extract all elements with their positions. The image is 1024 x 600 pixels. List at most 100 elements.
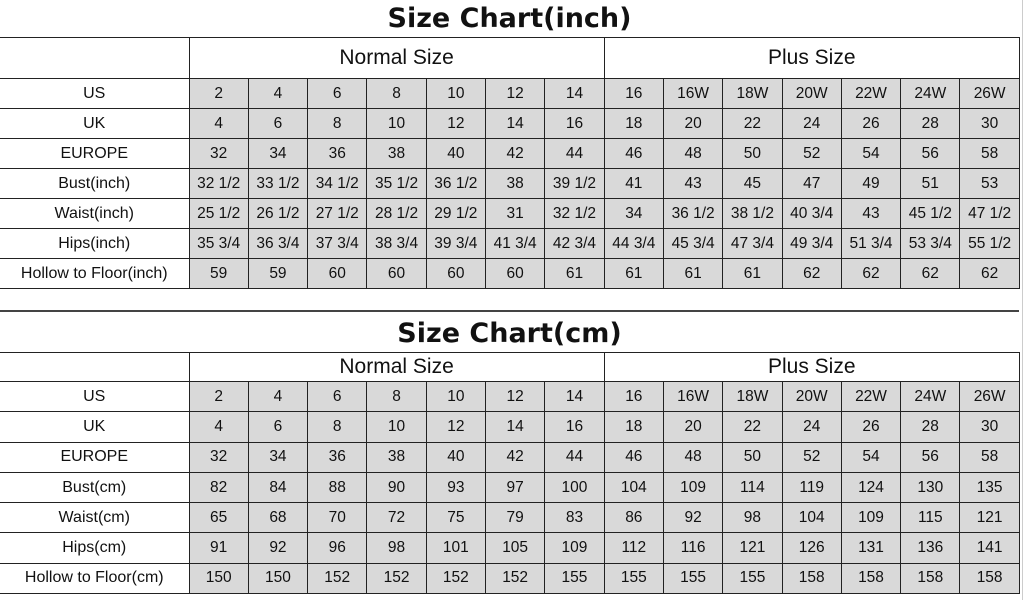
size-cell: 18W bbox=[722, 78, 783, 109]
plus-size-header: Plus Size bbox=[603, 37, 1020, 79]
size-cell: 6 bbox=[247, 411, 309, 443]
size-cell: 136 bbox=[900, 532, 961, 564]
size-cell: 26 1/2 bbox=[247, 198, 309, 229]
size-cell: 2 bbox=[188, 380, 249, 413]
size-cell: 104 bbox=[603, 471, 664, 504]
size-cell: 24 bbox=[781, 108, 842, 139]
size-cell: 32 1/2 bbox=[188, 168, 249, 199]
size-cell: 126 bbox=[781, 532, 842, 564]
size-cell: 150 bbox=[188, 562, 249, 595]
size-cell: 49 3/4 bbox=[781, 228, 842, 259]
cm-size-table: Normal Size Plus Size US 2 4 6 8 10 12 14 16 16W 18W… bbox=[0, 352, 1020, 595]
size-cell: 60 bbox=[425, 258, 486, 289]
size-cell: 97 bbox=[484, 471, 546, 504]
size-cell: 34 bbox=[247, 441, 309, 473]
size-cell: 6 bbox=[247, 108, 309, 139]
size-cell: 50 bbox=[722, 138, 783, 169]
size-cell: 121 bbox=[722, 532, 783, 564]
size-cell: 60 bbox=[484, 258, 546, 289]
size-cell: 30 bbox=[959, 108, 1020, 139]
size-cell: 18 bbox=[603, 108, 664, 139]
size-cell: 24 bbox=[781, 411, 842, 443]
size-cell: 37 3/4 bbox=[307, 228, 368, 259]
row-label: Hollow to Floor(inch) bbox=[0, 258, 190, 289]
size-cell: 135 bbox=[959, 471, 1020, 504]
row-label: EUROPE bbox=[0, 138, 190, 169]
size-cell: 98 bbox=[722, 502, 783, 534]
table-row: Waist(inch) 25 1/2 26 1/2 27 1/2 28 1/2 29 1/… bbox=[0, 198, 1020, 229]
size-cell: 26 bbox=[840, 411, 902, 443]
size-cell: 45 3/4 bbox=[662, 228, 724, 259]
size-cell: 68 bbox=[247, 502, 309, 534]
size-cell: 62 bbox=[959, 258, 1020, 289]
size-cell: 55 1/2 bbox=[959, 228, 1020, 259]
size-cell: 83 bbox=[544, 502, 605, 534]
size-cell: 18 bbox=[603, 411, 664, 443]
size-cell: 20W bbox=[781, 380, 842, 413]
size-cell: 90 bbox=[366, 471, 427, 504]
size-cell: 84 bbox=[247, 471, 309, 504]
size-cell: 8 bbox=[366, 78, 427, 109]
size-cell: 155 bbox=[722, 562, 783, 595]
size-cell: 96 bbox=[307, 532, 368, 564]
size-cell: 4 bbox=[188, 108, 249, 139]
size-cell: 34 1/2 bbox=[307, 168, 368, 199]
cm-chart-title: Size Chart(cm) bbox=[0, 310, 1019, 354]
size-cell: 22W bbox=[840, 78, 902, 109]
size-cell: 104 bbox=[781, 502, 842, 534]
size-cell: 61 bbox=[722, 258, 783, 289]
size-cell: 34 bbox=[247, 138, 309, 169]
size-cell: 101 bbox=[425, 532, 486, 564]
size-cell: 40 3/4 bbox=[781, 198, 842, 229]
row-label: US bbox=[0, 380, 190, 413]
size-cell: 26W bbox=[959, 380, 1020, 413]
size-cell: 12 bbox=[425, 108, 486, 139]
size-cell: 36 bbox=[307, 441, 368, 473]
size-cell: 42 bbox=[484, 138, 546, 169]
plus-size-header: Plus Size bbox=[603, 352, 1020, 382]
size-cell: 124 bbox=[840, 471, 902, 504]
size-cell: 61 bbox=[662, 258, 724, 289]
size-cell: 60 bbox=[307, 258, 368, 289]
row-label: Waist(inch) bbox=[0, 198, 190, 229]
size-cell: 45 1/2 bbox=[900, 198, 961, 229]
size-cell: 10 bbox=[425, 380, 486, 413]
size-cell: 28 bbox=[900, 411, 961, 443]
size-cell: 48 bbox=[662, 138, 724, 169]
size-cell: 6 bbox=[307, 380, 368, 413]
size-cell: 50 bbox=[722, 441, 783, 473]
size-cell: 62 bbox=[840, 258, 902, 289]
size-cell: 10 bbox=[366, 108, 427, 139]
row-label: Hollow to Floor(cm) bbox=[0, 562, 190, 595]
size-cell: 119 bbox=[781, 471, 842, 504]
row-label: Hips(inch) bbox=[0, 228, 190, 259]
row-label: EUROPE bbox=[0, 441, 190, 473]
size-cell: 51 bbox=[900, 168, 961, 199]
table-row: US 2 4 6 8 10 12 14 16 16W 18W 20W 22W 24W 26W bbox=[0, 78, 1020, 109]
table-row: EUROPE 32 34 36 38 40 42 44 46 48 50 52 54 56 58 bbox=[0, 441, 1020, 473]
size-cell: 52 bbox=[781, 441, 842, 473]
table-row: EUROPE 32 34 36 38 40 42 44 46 48 50 52 54 56 58 bbox=[0, 138, 1020, 169]
size-cell: 75 bbox=[425, 502, 486, 534]
size-cell: 14 bbox=[544, 78, 605, 109]
size-cell: 46 bbox=[603, 138, 664, 169]
size-cell: 48 bbox=[662, 441, 724, 473]
size-cell: 98 bbox=[366, 532, 427, 564]
size-cell: 158 bbox=[781, 562, 842, 595]
size-cell: 20 bbox=[662, 108, 724, 139]
size-cell: 16W bbox=[662, 380, 724, 413]
size-cell: 62 bbox=[781, 258, 842, 289]
size-cell: 39 3/4 bbox=[425, 228, 486, 259]
size-cell: 112 bbox=[603, 532, 664, 564]
size-cell: 114 bbox=[722, 471, 783, 504]
table-row: US 2 4 6 8 10 12 14 16 16W 18W 20W 22W 24W 26W bbox=[0, 380, 1020, 413]
size-cell: 155 bbox=[544, 562, 605, 595]
size-cell: 46 bbox=[603, 441, 664, 473]
size-cell: 14 bbox=[484, 108, 546, 139]
size-cell: 22 bbox=[722, 108, 783, 139]
size-cell: 16W bbox=[662, 78, 724, 109]
size-cell: 36 1/2 bbox=[662, 198, 724, 229]
size-cell: 4 bbox=[188, 411, 249, 443]
size-cell: 16 bbox=[544, 108, 605, 139]
size-cell: 38 bbox=[366, 441, 427, 473]
